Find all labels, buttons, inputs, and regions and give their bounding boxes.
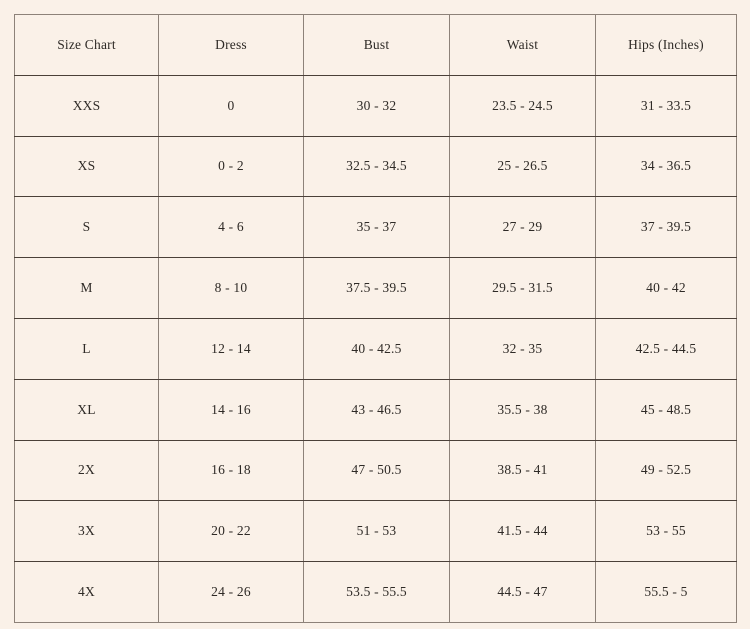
cell-bust: 40 - 42.5 [303,318,450,380]
cell-hips: 34 - 36.5 [595,136,737,198]
cell-hips: 49 - 52.5 [595,440,737,502]
cell-hips: 42.5 - 44.5 [595,318,737,380]
cell-dress: 20 - 22 [158,500,304,563]
cell-waist: 25 - 26.5 [449,136,596,198]
table-row: M 8 - 10 37.5 - 39.5 29.5 - 31.5 40 - 42 [14,257,737,319]
cell-waist: 38.5 - 41 [449,440,596,502]
cell-size: 4X [14,561,159,623]
cell-size: XS [14,136,159,198]
cell-dress: 0 - 2 [158,136,304,198]
cell-dress: 4 - 6 [158,196,304,259]
cell-dress: 24 - 26 [158,561,304,623]
cell-dress: 16 - 18 [158,440,304,502]
cell-dress: 14 - 16 [158,379,304,441]
cell-bust: 30 - 32 [303,75,450,137]
cell-hips: 37 - 39.5 [595,196,737,259]
cell-waist: 27 - 29 [449,196,596,259]
table-row: XS 0 - 2 32.5 - 34.5 25 - 26.5 34 - 36.5 [14,136,737,198]
column-header-bust: Bust [303,14,450,76]
cell-hips: 53 - 55 [595,500,737,563]
cell-dress: 12 - 14 [158,318,304,380]
table-row: 3X 20 - 22 51 - 53 41.5 - 44 53 - 55 [14,500,737,563]
table-row: 2X 16 - 18 47 - 50.5 38.5 - 41 49 - 52.5 [14,440,737,502]
table-row: XL 14 - 16 43 - 46.5 35.5 - 38 45 - 48.5 [14,379,737,441]
cell-waist: 23.5 - 24.5 [449,75,596,137]
cell-size: 2X [14,440,159,502]
cell-hips: 45 - 48.5 [595,379,737,441]
table-row: 4X 24 - 26 53.5 - 55.5 44.5 - 47 55.5 - … [14,561,737,623]
cell-size: XXS [14,75,159,137]
cell-waist: 41.5 - 44 [449,500,596,563]
column-header-hips: Hips (Inches) [595,14,737,76]
cell-bust: 53.5 - 55.5 [303,561,450,623]
cell-hips: 55.5 - 5 [595,561,737,623]
cell-size: 3X [14,500,159,563]
table-header: Size Chart Dress Bust Waist Hips (Inches… [14,14,737,76]
cell-dress: 8 - 10 [158,257,304,319]
cell-waist: 35.5 - 38 [449,379,596,441]
cell-bust: 47 - 50.5 [303,440,450,502]
column-header-waist: Waist [449,14,596,76]
table-row: L 12 - 14 40 - 42.5 32 - 35 42.5 - 44.5 [14,318,737,380]
cell-bust: 32.5 - 34.5 [303,136,450,198]
column-header-dress: Dress [158,14,304,76]
table-row: S 4 - 6 35 - 37 27 - 29 37 - 39.5 [14,196,737,259]
cell-waist: 32 - 35 [449,318,596,380]
cell-waist: 44.5 - 47 [449,561,596,623]
cell-bust: 37.5 - 39.5 [303,257,450,319]
cell-bust: 35 - 37 [303,196,450,259]
header-row: Size Chart Dress Bust Waist Hips (Inches… [14,14,737,76]
size-chart-table: Size Chart Dress Bust Waist Hips (Inches… [14,14,737,623]
cell-waist: 29.5 - 31.5 [449,257,596,319]
cell-size: M [14,257,159,319]
cell-dress: 0 [158,75,304,137]
table-row: XXS 0 30 - 32 23.5 - 24.5 31 - 33.5 [14,75,737,137]
cell-hips: 40 - 42 [595,257,737,319]
cell-bust: 43 - 46.5 [303,379,450,441]
cell-size: L [14,318,159,380]
column-header-size: Size Chart [14,14,159,76]
size-chart-container: Size Chart Dress Bust Waist Hips (Inches… [14,14,737,623]
cell-size: S [14,196,159,259]
cell-bust: 51 - 53 [303,500,450,563]
cell-hips: 31 - 33.5 [595,75,737,137]
table-body: XXS 0 30 - 32 23.5 - 24.5 31 - 33.5 XS 0… [14,75,737,623]
cell-size: XL [14,379,159,441]
